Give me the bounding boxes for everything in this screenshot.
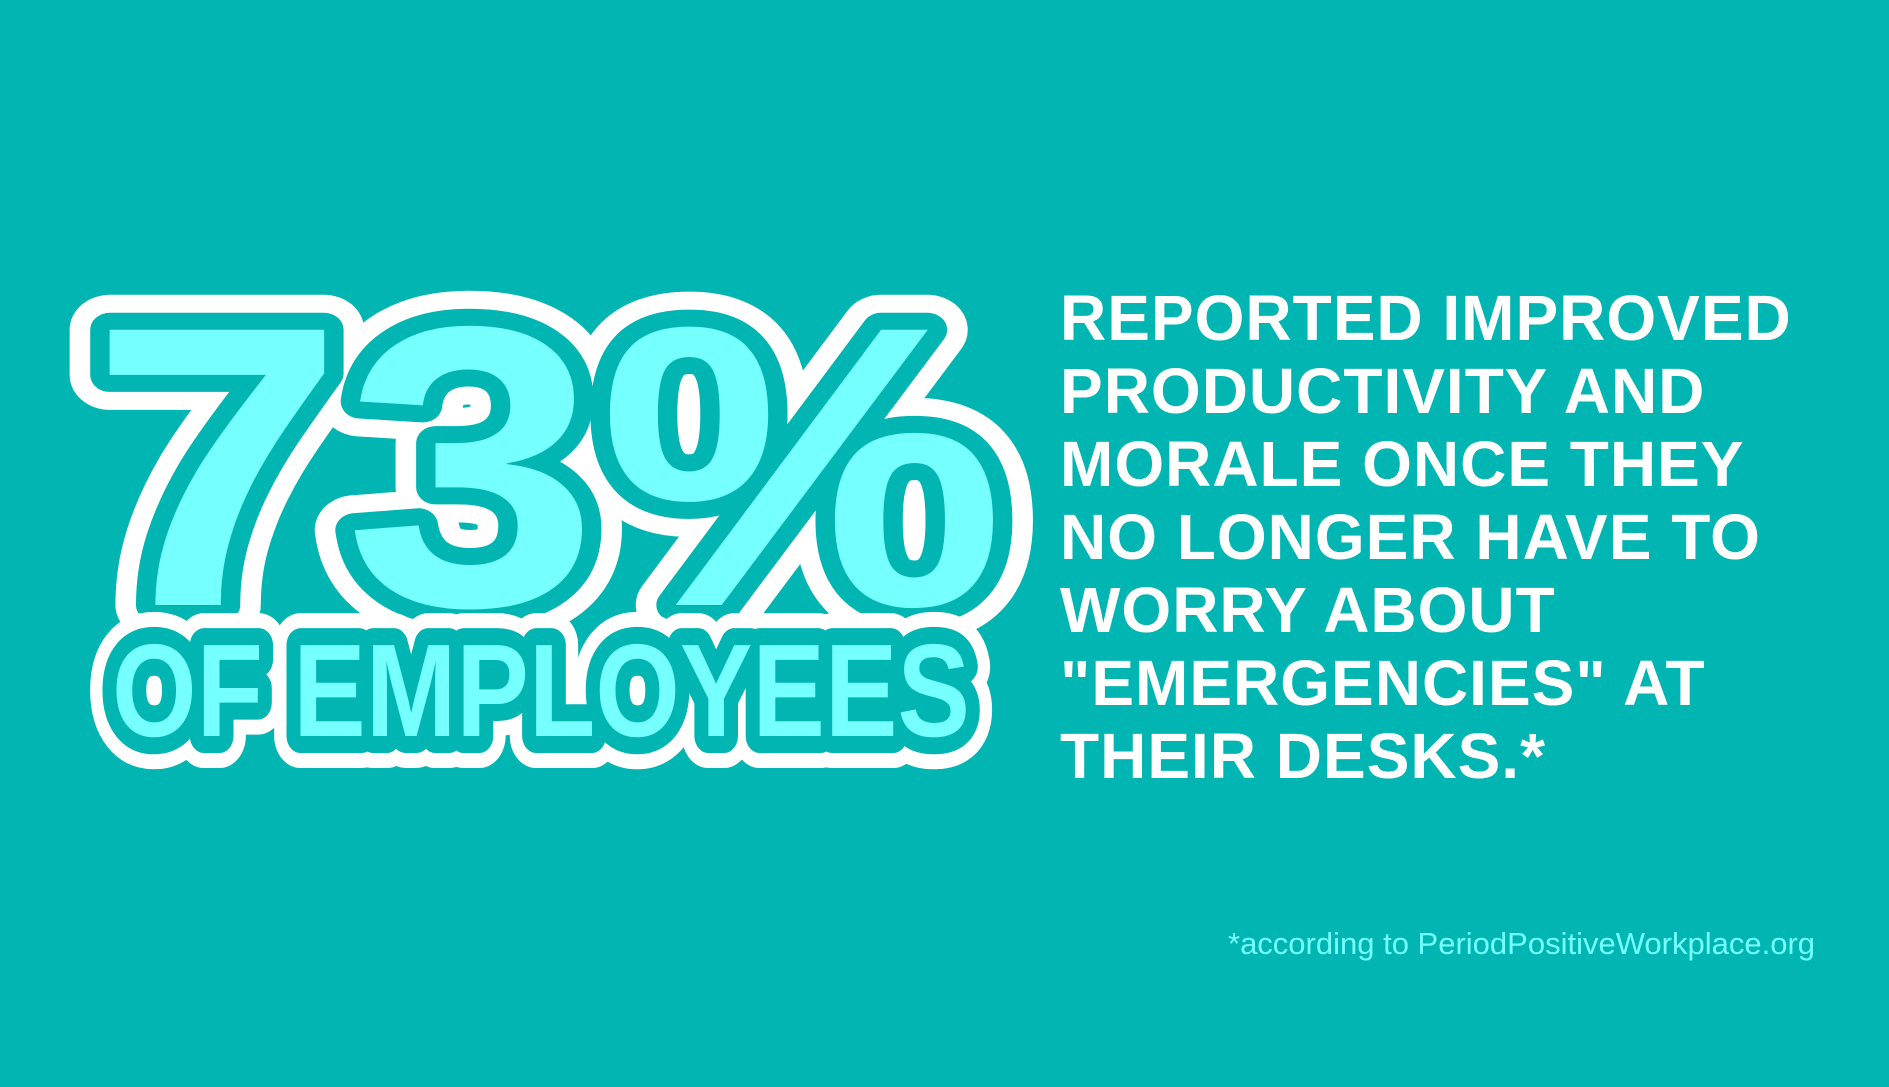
- stat-subject-group: OF EMPLOYEES OF EMPLOYEES OF EMPLOYEES: [80, 585, 1002, 796]
- claim-line: MORALE ONCE THEY: [1060, 428, 1745, 500]
- claim-line: THEIR DESKS.*: [1060, 720, 1546, 792]
- stat-value-shadow: 73%: [90, 243, 1005, 690]
- stat-value-outline: 73%: [90, 243, 1005, 690]
- stat-subject-outline: OF EMPLOYEES: [112, 617, 970, 764]
- claim-line: PRODUCTIVITY AND: [1060, 355, 1706, 427]
- stat-value: 73%: [90, 243, 1005, 690]
- stat-subject: OF EMPLOYEES: [112, 617, 970, 764]
- claim-line: "EMERGENCIES" AT: [1060, 647, 1706, 719]
- claim-line: REPORTED IMPROVED: [1060, 282, 1792, 354]
- source-footnote: *according to PeriodPositiveWorkplace.or…: [1228, 926, 1816, 961]
- claim-line: NO LONGER HAVE TO: [1060, 501, 1761, 573]
- stat-subject-shadow: OF EMPLOYEES: [112, 617, 970, 764]
- claim-text: REPORTED IMPROVED PRODUCTIVITY AND MORAL…: [1060, 282, 1860, 793]
- claim-line: WORRY ABOUT: [1060, 574, 1556, 646]
- stat-value-group: 73% 73% 73%: [55, 208, 1040, 725]
